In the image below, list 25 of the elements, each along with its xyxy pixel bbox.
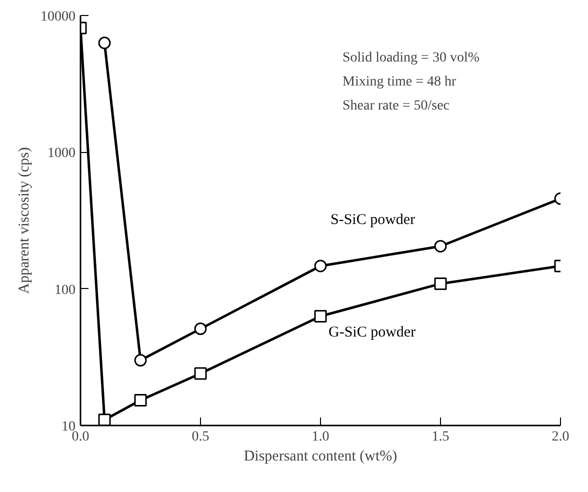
y-tick-label: 10000 (40, 10, 76, 24)
series-label: G-SiC powder (328, 324, 416, 340)
annotation: Solid loading = 30 vol% (342, 50, 480, 66)
x-tick-label: 1.5 (432, 430, 450, 444)
series-label: S-SiC powder (330, 212, 416, 228)
y-tick-label: 100 (54, 282, 76, 298)
point (194, 322, 207, 336)
point (194, 367, 207, 380)
x-axis-title: Dispersant content (wt%) (244, 448, 398, 464)
annotation: Mixing time = 48 hr (342, 74, 457, 90)
point (434, 277, 447, 290)
y-tick-label: 1000 (48, 146, 76, 162)
x-tick-label: 0.5 (192, 430, 210, 444)
point (314, 310, 327, 323)
point (98, 36, 111, 50)
point (434, 240, 447, 252)
x-tick-label: 2.0 (552, 430, 570, 444)
point (134, 354, 147, 367)
x-tick-label: 0.0 (72, 430, 90, 444)
point (134, 394, 147, 407)
y-axis-title: Apparent viscosity (cps) (16, 147, 32, 294)
annotation: Shear rate = 50/sec (342, 98, 450, 114)
point (314, 260, 327, 272)
x-tick-label: 1.0 (312, 430, 330, 444)
point (98, 414, 111, 426)
